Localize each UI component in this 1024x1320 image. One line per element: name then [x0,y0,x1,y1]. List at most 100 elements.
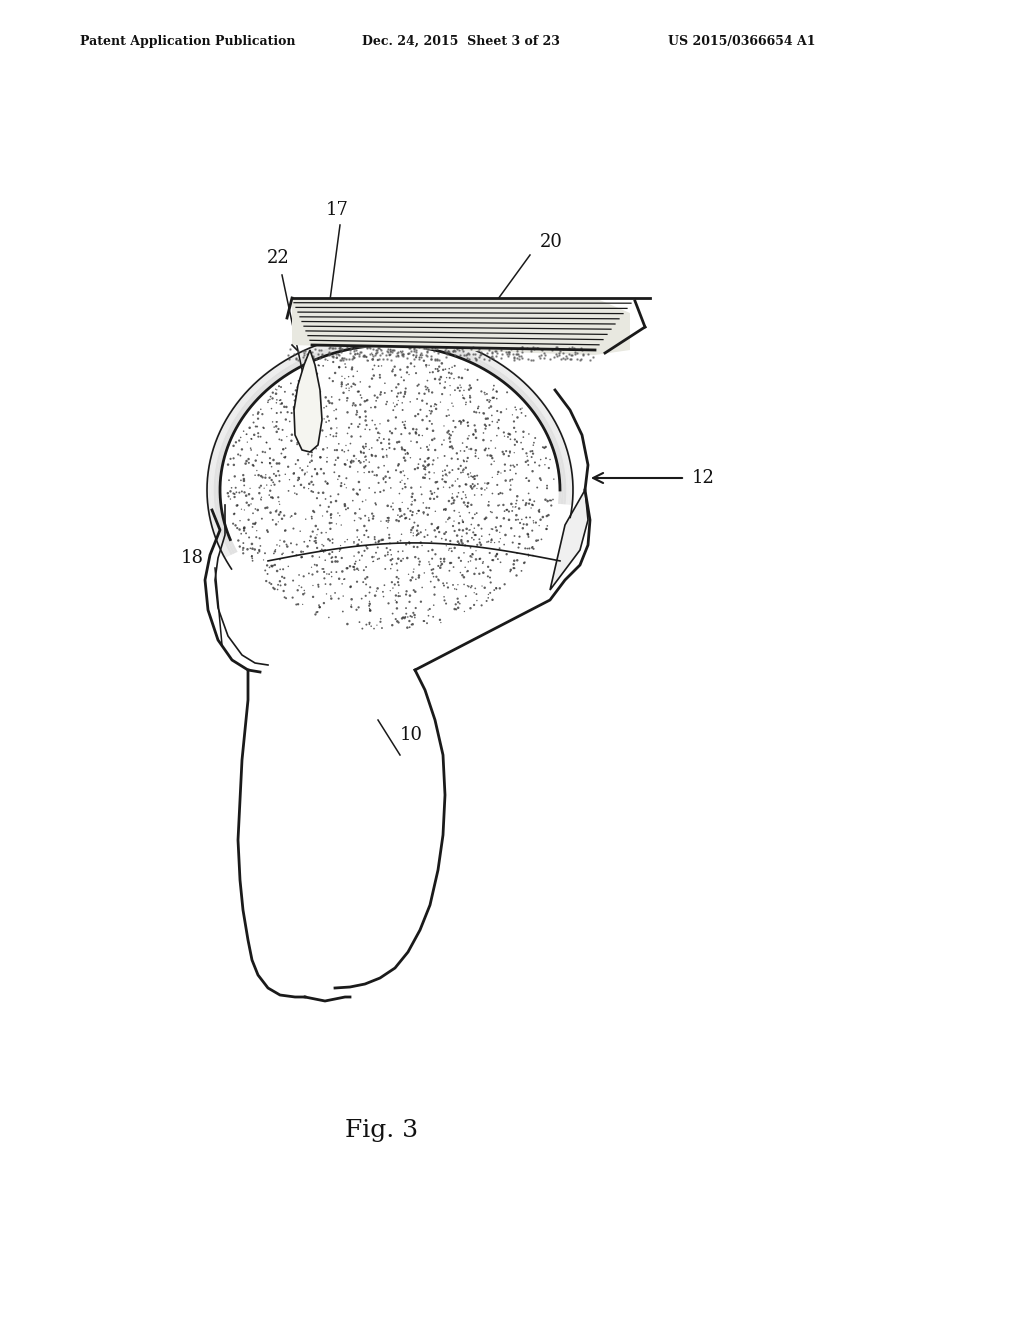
Point [501,500,517,521]
Point [386,339,402,360]
Point [399,469,416,490]
Point [490,483,507,504]
Point [307,367,324,388]
Point [430,447,446,469]
Point [411,500,427,521]
Point [401,533,418,554]
Point [415,492,431,513]
Point [295,594,311,615]
Point [382,345,398,366]
Point [307,356,324,378]
Point [346,510,362,531]
Point [441,507,458,528]
Point [453,441,469,462]
Point [239,424,255,445]
Point [310,355,327,376]
Point [525,539,542,560]
Point [285,587,301,609]
Point [280,345,296,366]
Point [316,408,333,429]
Point [505,454,521,475]
Point [531,467,548,488]
Point [348,404,365,425]
Point [328,450,344,471]
Point [509,543,525,564]
Point [319,473,336,494]
Point [581,343,597,364]
Point [294,459,310,480]
Point [282,411,298,432]
Point [467,347,483,368]
Point [427,368,443,389]
Point [450,338,466,359]
Point [317,471,334,492]
Point [508,463,524,484]
Point [408,405,424,426]
Point [247,513,263,535]
Point [367,396,383,417]
Point [355,436,372,457]
Point [411,568,427,589]
Point [512,533,528,554]
Point [451,367,467,388]
Point [421,454,437,475]
Point [394,341,411,362]
Point [446,500,463,521]
Point [554,342,570,363]
Point [318,583,335,605]
Point [441,424,458,445]
Point [322,368,338,389]
Point [398,581,415,602]
Point [392,500,409,521]
Point [323,504,339,525]
Point [344,348,360,370]
Point [582,348,598,370]
Point [456,492,472,513]
Point [551,342,567,363]
Point [442,384,459,405]
Point [467,414,483,436]
Point [361,591,378,612]
Point [315,541,332,562]
Point [418,355,434,376]
Point [245,513,261,535]
Point [287,389,303,411]
Point [222,480,239,502]
Point [537,437,553,458]
Point [472,342,488,363]
Point [502,459,518,480]
Point [394,343,411,364]
Point [378,471,394,492]
Point [460,561,476,582]
Point [450,589,466,610]
Point [348,483,365,504]
Point [458,457,474,478]
Point [324,566,340,587]
Point [346,545,362,566]
Point [258,432,274,453]
Point [538,447,554,469]
Point [271,504,288,525]
Point [438,521,455,543]
Point [426,520,442,541]
Point [449,486,465,507]
Point [465,345,481,366]
Point [331,568,347,589]
Point [243,494,259,515]
Point [476,577,493,598]
Point [549,346,565,367]
Point [439,465,456,486]
Point [391,499,408,520]
Point [428,527,444,548]
Point [303,506,319,527]
Point [428,395,444,416]
Point [382,421,398,442]
Point [370,337,386,358]
Point [500,345,516,366]
Point [486,341,503,362]
Point [310,343,327,364]
Point [483,346,500,367]
Point [447,599,464,620]
Point [236,537,252,558]
Point [527,512,544,533]
